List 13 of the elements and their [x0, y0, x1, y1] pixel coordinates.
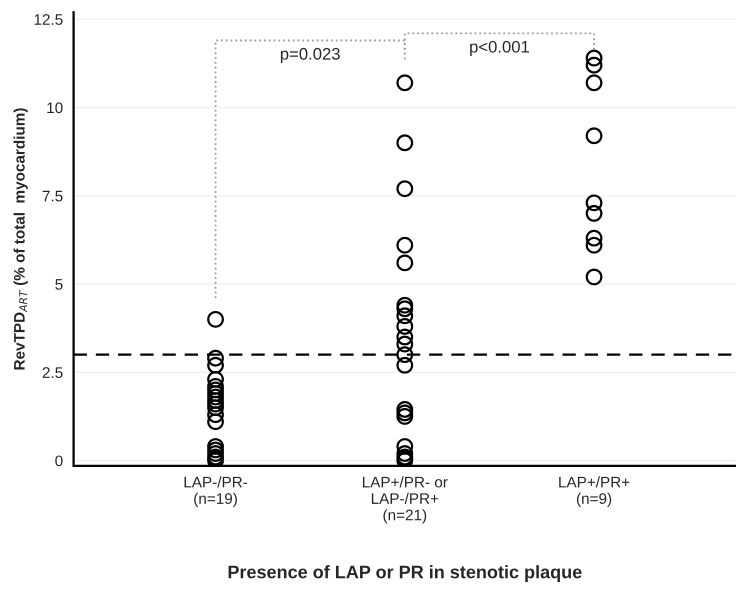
annotation: p=0.023	[280, 48, 340, 64]
annotation: p<0.001	[470, 40, 529, 56]
y-tick-label: 5	[55, 279, 63, 290]
y-tick-label: 10	[47, 102, 63, 114]
x-axis-title: Presence of LAP or PR in stenotic plaque	[228, 565, 582, 582]
x-tick-label: LAP+/PR- or LAP-/PR+ (n=21)	[362, 476, 448, 524]
y-tick-label: 2.5	[42, 367, 63, 378]
y-tick-label: 7.5	[42, 190, 63, 202]
y-tick-label: 12.5	[34, 14, 63, 25]
x-tick-label: LAP+/PR+ (n=9)	[559, 476, 630, 507]
x-tick-label: LAP-/PR- (n=19)	[184, 476, 248, 507]
y-tick-label: 0	[55, 455, 63, 466]
y-axis-title: RevTPD$_{ART}$ (% of total myocardium)	[14, 108, 28, 370]
